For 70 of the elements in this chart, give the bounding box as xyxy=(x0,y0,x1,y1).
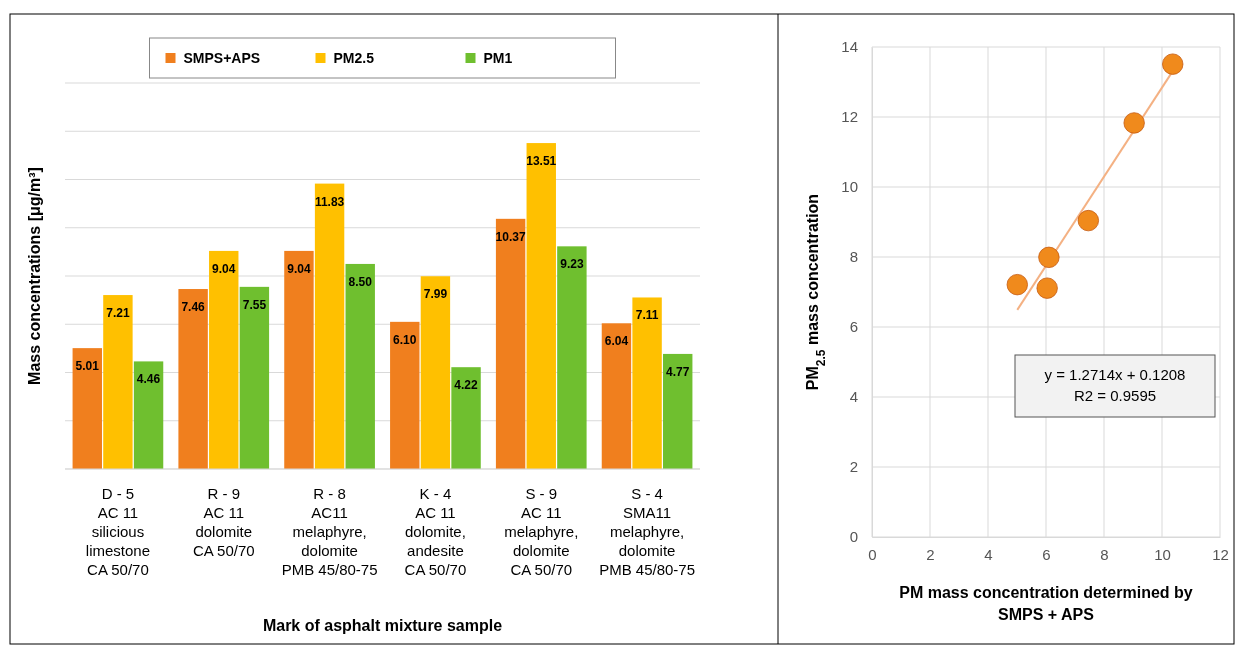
x-tick-label: S - 9 AC 11 melaphyre, dolomite CA 50/70 xyxy=(504,485,579,578)
legend-label: PM1 xyxy=(483,50,513,66)
point xyxy=(1036,277,1058,299)
annotation: y = 1.2714x + 0.1208 xyxy=(1044,366,1186,383)
annotation: R2 = 0.9595 xyxy=(1073,387,1157,404)
y-tick-label: 14 xyxy=(841,38,858,56)
data-label: 5.01 xyxy=(75,359,100,374)
x-axis-title: PM mass concentration determined by SMPS + APS xyxy=(899,584,1193,623)
point xyxy=(1077,209,1099,232)
bar xyxy=(284,250,314,469)
legend-label: PM2.5 xyxy=(333,50,375,66)
bar xyxy=(209,250,239,469)
point xyxy=(1006,274,1028,296)
x-tick-label: R - 9 AC 11 dolomite CA 50/70 xyxy=(192,485,255,559)
bar xyxy=(557,246,587,469)
data-label: 6.10 xyxy=(393,332,417,347)
data-label: 7.46 xyxy=(181,300,206,315)
legend-label: SMPS+APS xyxy=(183,50,261,66)
y-tick-label: 2 xyxy=(849,458,858,476)
x-tick-label: 12 xyxy=(1212,545,1229,563)
data-label: 6.04 xyxy=(604,334,629,349)
point xyxy=(1038,246,1060,268)
data-label: 4.22 xyxy=(454,378,479,393)
point xyxy=(1123,112,1145,134)
x-tick-label: R - 8 AC11 melaphyre, dolomite PMB 45/80-75 xyxy=(281,485,378,578)
x-tick-label: 10 xyxy=(1154,545,1171,563)
x-tick-label: K - 4 AC 11 dolomite, andesite CA 50/70 xyxy=(404,485,467,578)
y-tick-label: 10 xyxy=(841,178,858,196)
bar xyxy=(390,321,420,469)
x-tick-label: 2 xyxy=(926,545,935,563)
bar xyxy=(72,348,102,469)
bar xyxy=(663,353,693,469)
bar xyxy=(103,295,133,469)
bar xyxy=(601,323,632,469)
y-tick-label: 12 xyxy=(841,108,858,126)
data-label: 13.51 xyxy=(526,154,557,169)
x-tick-label: 0 xyxy=(868,545,877,563)
point xyxy=(1162,53,1184,75)
data-label: 4.77 xyxy=(666,364,690,379)
bar xyxy=(239,286,270,469)
x-tick-label: D - 5 AC 11 silicious limestone CA 50/70 xyxy=(85,485,151,578)
y-tick-label: 4 xyxy=(849,388,858,406)
x-tick-label: S - 4 SMA11 melaphyre, dolomite PMB 45/80-75 xyxy=(599,485,696,578)
bar xyxy=(451,367,481,469)
data-label: 7.21 xyxy=(106,306,130,321)
bar xyxy=(420,276,451,469)
bar xyxy=(526,143,556,469)
x-axis-title: Mark of asphalt mixture sample xyxy=(262,617,503,634)
bar xyxy=(495,218,526,469)
y-axis-title: Mass concentrations [μg/m³] xyxy=(26,167,43,385)
data-label: 7.11 xyxy=(635,308,659,323)
bar xyxy=(314,183,345,469)
x-tick-label: 4 xyxy=(984,545,993,563)
x-tick-label: 8 xyxy=(1100,545,1109,563)
y-tick-label: 8 xyxy=(849,248,858,266)
data-label: 7.99 xyxy=(423,287,448,302)
data-label: 10.37 xyxy=(495,229,526,244)
bar xyxy=(632,297,662,469)
x-tick-label: 6 xyxy=(1042,545,1051,563)
data-label: 9.04 xyxy=(212,261,236,276)
data-label: 11.83 xyxy=(314,194,345,209)
data-label: 9.04 xyxy=(287,261,311,276)
bar xyxy=(345,263,375,469)
data-label: 4.46 xyxy=(136,372,161,387)
y-tick-label: 6 xyxy=(849,318,858,336)
data-label: 8.50 xyxy=(348,274,373,289)
data-label: 9.23 xyxy=(560,257,584,272)
data-label: 7.55 xyxy=(242,297,267,312)
bar xyxy=(178,289,208,469)
bar xyxy=(133,361,164,469)
